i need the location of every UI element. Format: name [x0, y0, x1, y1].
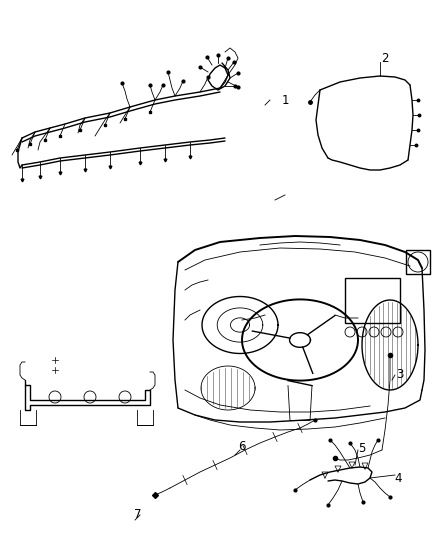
Text: 2: 2	[381, 52, 389, 64]
Text: 6: 6	[238, 440, 246, 454]
Text: 5: 5	[358, 441, 366, 455]
Text: 3: 3	[396, 368, 404, 382]
Text: 1: 1	[281, 93, 289, 107]
Bar	[345, 278, 400, 323]
Text: 4: 4	[394, 472, 402, 484]
Text: 7: 7	[134, 508, 142, 521]
Bar	[406, 250, 430, 274]
